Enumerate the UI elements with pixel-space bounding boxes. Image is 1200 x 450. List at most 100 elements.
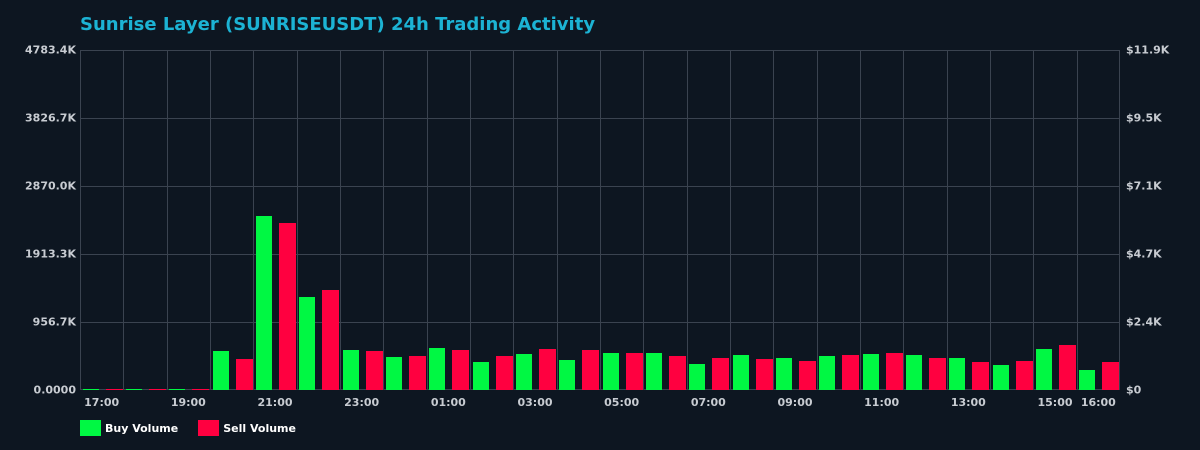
sell-volume-bar[interactable] bbox=[842, 355, 860, 390]
chart-title: Sunrise Layer (SUNRISEUSDT) 24h Trading … bbox=[80, 14, 596, 35]
y-tick-right: $11.9K bbox=[1126, 43, 1170, 57]
sell-volume-bar[interactable] bbox=[928, 358, 946, 390]
legend-item[interactable]: Sell Volume bbox=[198, 420, 296, 436]
sell-volume-bar[interactable] bbox=[755, 359, 773, 390]
buy-volume-bar[interactable] bbox=[515, 354, 532, 390]
x-tick: 01:00 bbox=[430, 396, 466, 409]
x-tick: 21:00 bbox=[257, 396, 293, 409]
v-gridline bbox=[816, 50, 818, 390]
sell-volume-bar[interactable] bbox=[235, 359, 253, 390]
v-gridline bbox=[383, 50, 385, 390]
legend-swatch-icon bbox=[80, 420, 101, 436]
legend-label: Buy Volume bbox=[105, 421, 179, 435]
sell-volume-bar[interactable] bbox=[105, 388, 123, 390]
x-tick: 09:00 bbox=[777, 396, 813, 409]
sell-volume-bar[interactable] bbox=[192, 388, 210, 390]
v-gridline bbox=[643, 50, 645, 390]
v-gridline bbox=[253, 50, 255, 390]
v-gridline bbox=[556, 50, 558, 390]
buy-volume-bar[interactable] bbox=[689, 364, 706, 390]
v-gridline bbox=[946, 50, 948, 390]
v-gridline bbox=[513, 50, 515, 390]
v-gridline bbox=[600, 50, 601, 390]
x-tick: 07:00 bbox=[690, 396, 726, 409]
sell-volume-bar[interactable] bbox=[452, 349, 470, 390]
y-tick-right: $4.7K bbox=[1126, 247, 1162, 261]
buy-volume-bar[interactable] bbox=[255, 215, 272, 390]
x-tick: 17:00 bbox=[84, 396, 120, 409]
sell-volume-bar[interactable] bbox=[365, 350, 383, 390]
y-tick-left: 4783.4K bbox=[25, 43, 76, 57]
sell-volume-bar[interactable] bbox=[148, 388, 166, 390]
x-tick: 19:00 bbox=[170, 396, 206, 409]
buy-volume-bar[interactable] bbox=[429, 348, 446, 390]
buy-volume-bar[interactable] bbox=[775, 358, 792, 390]
v-gridline bbox=[990, 50, 991, 390]
y-tick-left: 1913.3K bbox=[25, 247, 76, 261]
y-tick-right: $9.5K bbox=[1126, 111, 1162, 125]
y-tick-right: $2.4K bbox=[1126, 315, 1162, 329]
legend-label: Sell Volume bbox=[223, 421, 296, 435]
buy-volume-bar[interactable] bbox=[299, 296, 316, 390]
sell-volume-bar[interactable] bbox=[798, 360, 816, 390]
buy-volume-bar[interactable] bbox=[385, 356, 402, 390]
v-gridline bbox=[860, 50, 861, 390]
buy-volume-bar[interactable] bbox=[602, 353, 619, 390]
sell-volume-bar[interactable] bbox=[1102, 361, 1120, 390]
v-gridline bbox=[1076, 50, 1078, 390]
buy-volume-bar[interactable] bbox=[169, 388, 186, 390]
y-tick-left: 2870.0K bbox=[25, 179, 76, 193]
v-gridline bbox=[903, 50, 905, 390]
buy-volume-bar[interactable] bbox=[82, 388, 99, 390]
sell-volume-bar[interactable] bbox=[1015, 360, 1033, 390]
v-gridline bbox=[686, 50, 688, 390]
buy-volume-bar[interactable] bbox=[1079, 370, 1096, 390]
buy-volume-bar[interactable] bbox=[1035, 349, 1052, 390]
buy-volume-bar[interactable] bbox=[862, 354, 879, 390]
sell-volume-bar[interactable] bbox=[625, 353, 643, 390]
buy-volume-bar[interactable] bbox=[125, 388, 142, 390]
buy-volume-bar[interactable] bbox=[992, 365, 1009, 390]
v-gridline bbox=[166, 50, 168, 390]
v-gridline bbox=[210, 50, 211, 390]
sell-volume-bar[interactable] bbox=[1058, 344, 1076, 390]
buy-volume-bar[interactable] bbox=[559, 360, 576, 390]
plot-area bbox=[80, 50, 1120, 390]
sell-volume-bar[interactable] bbox=[712, 358, 730, 390]
x-tick: 15:00 bbox=[1037, 396, 1073, 409]
y-tick-left: 0.0000 bbox=[33, 383, 76, 397]
sell-volume-bar[interactable] bbox=[972, 361, 990, 390]
buy-volume-bar[interactable] bbox=[905, 355, 922, 390]
v-gridline bbox=[773, 50, 775, 390]
buy-volume-bar[interactable] bbox=[732, 355, 749, 390]
v-gridline bbox=[426, 50, 428, 390]
sell-volume-bar[interactable] bbox=[495, 355, 513, 390]
x-tick: 16:00 bbox=[1080, 396, 1116, 409]
buy-volume-bar[interactable] bbox=[472, 361, 489, 390]
x-tick: 05:00 bbox=[604, 396, 640, 409]
v-gridline bbox=[470, 50, 471, 390]
buy-volume-bar[interactable] bbox=[342, 349, 359, 390]
sell-volume-bar[interactable] bbox=[668, 355, 686, 390]
y-tick-right: $7.1K bbox=[1126, 179, 1162, 193]
x-tick: 13:00 bbox=[950, 396, 986, 409]
v-gridline bbox=[123, 50, 125, 390]
x-tick: 11:00 bbox=[864, 396, 900, 409]
buy-volume-bar[interactable] bbox=[212, 350, 229, 390]
y-tick-left: 956.7K bbox=[32, 315, 76, 329]
x-tick: 23:00 bbox=[344, 396, 380, 409]
v-gridline bbox=[296, 50, 298, 390]
v-gridline bbox=[730, 50, 731, 390]
sell-volume-bar[interactable] bbox=[322, 290, 340, 390]
legend: Buy Volume Sell Volume bbox=[80, 420, 296, 436]
sell-volume-bar[interactable] bbox=[538, 349, 556, 390]
sell-volume-bar[interactable] bbox=[885, 353, 903, 390]
buy-volume-bar[interactable] bbox=[949, 358, 966, 390]
buy-volume-bar[interactable] bbox=[645, 353, 662, 390]
legend-swatch-icon bbox=[198, 420, 220, 436]
buy-volume-bar[interactable] bbox=[819, 355, 836, 390]
sell-volume-bar[interactable] bbox=[408, 355, 426, 390]
sell-volume-bar[interactable] bbox=[278, 222, 296, 390]
sell-volume-bar[interactable] bbox=[582, 349, 600, 390]
legend-item[interactable]: Buy Volume bbox=[80, 420, 178, 436]
